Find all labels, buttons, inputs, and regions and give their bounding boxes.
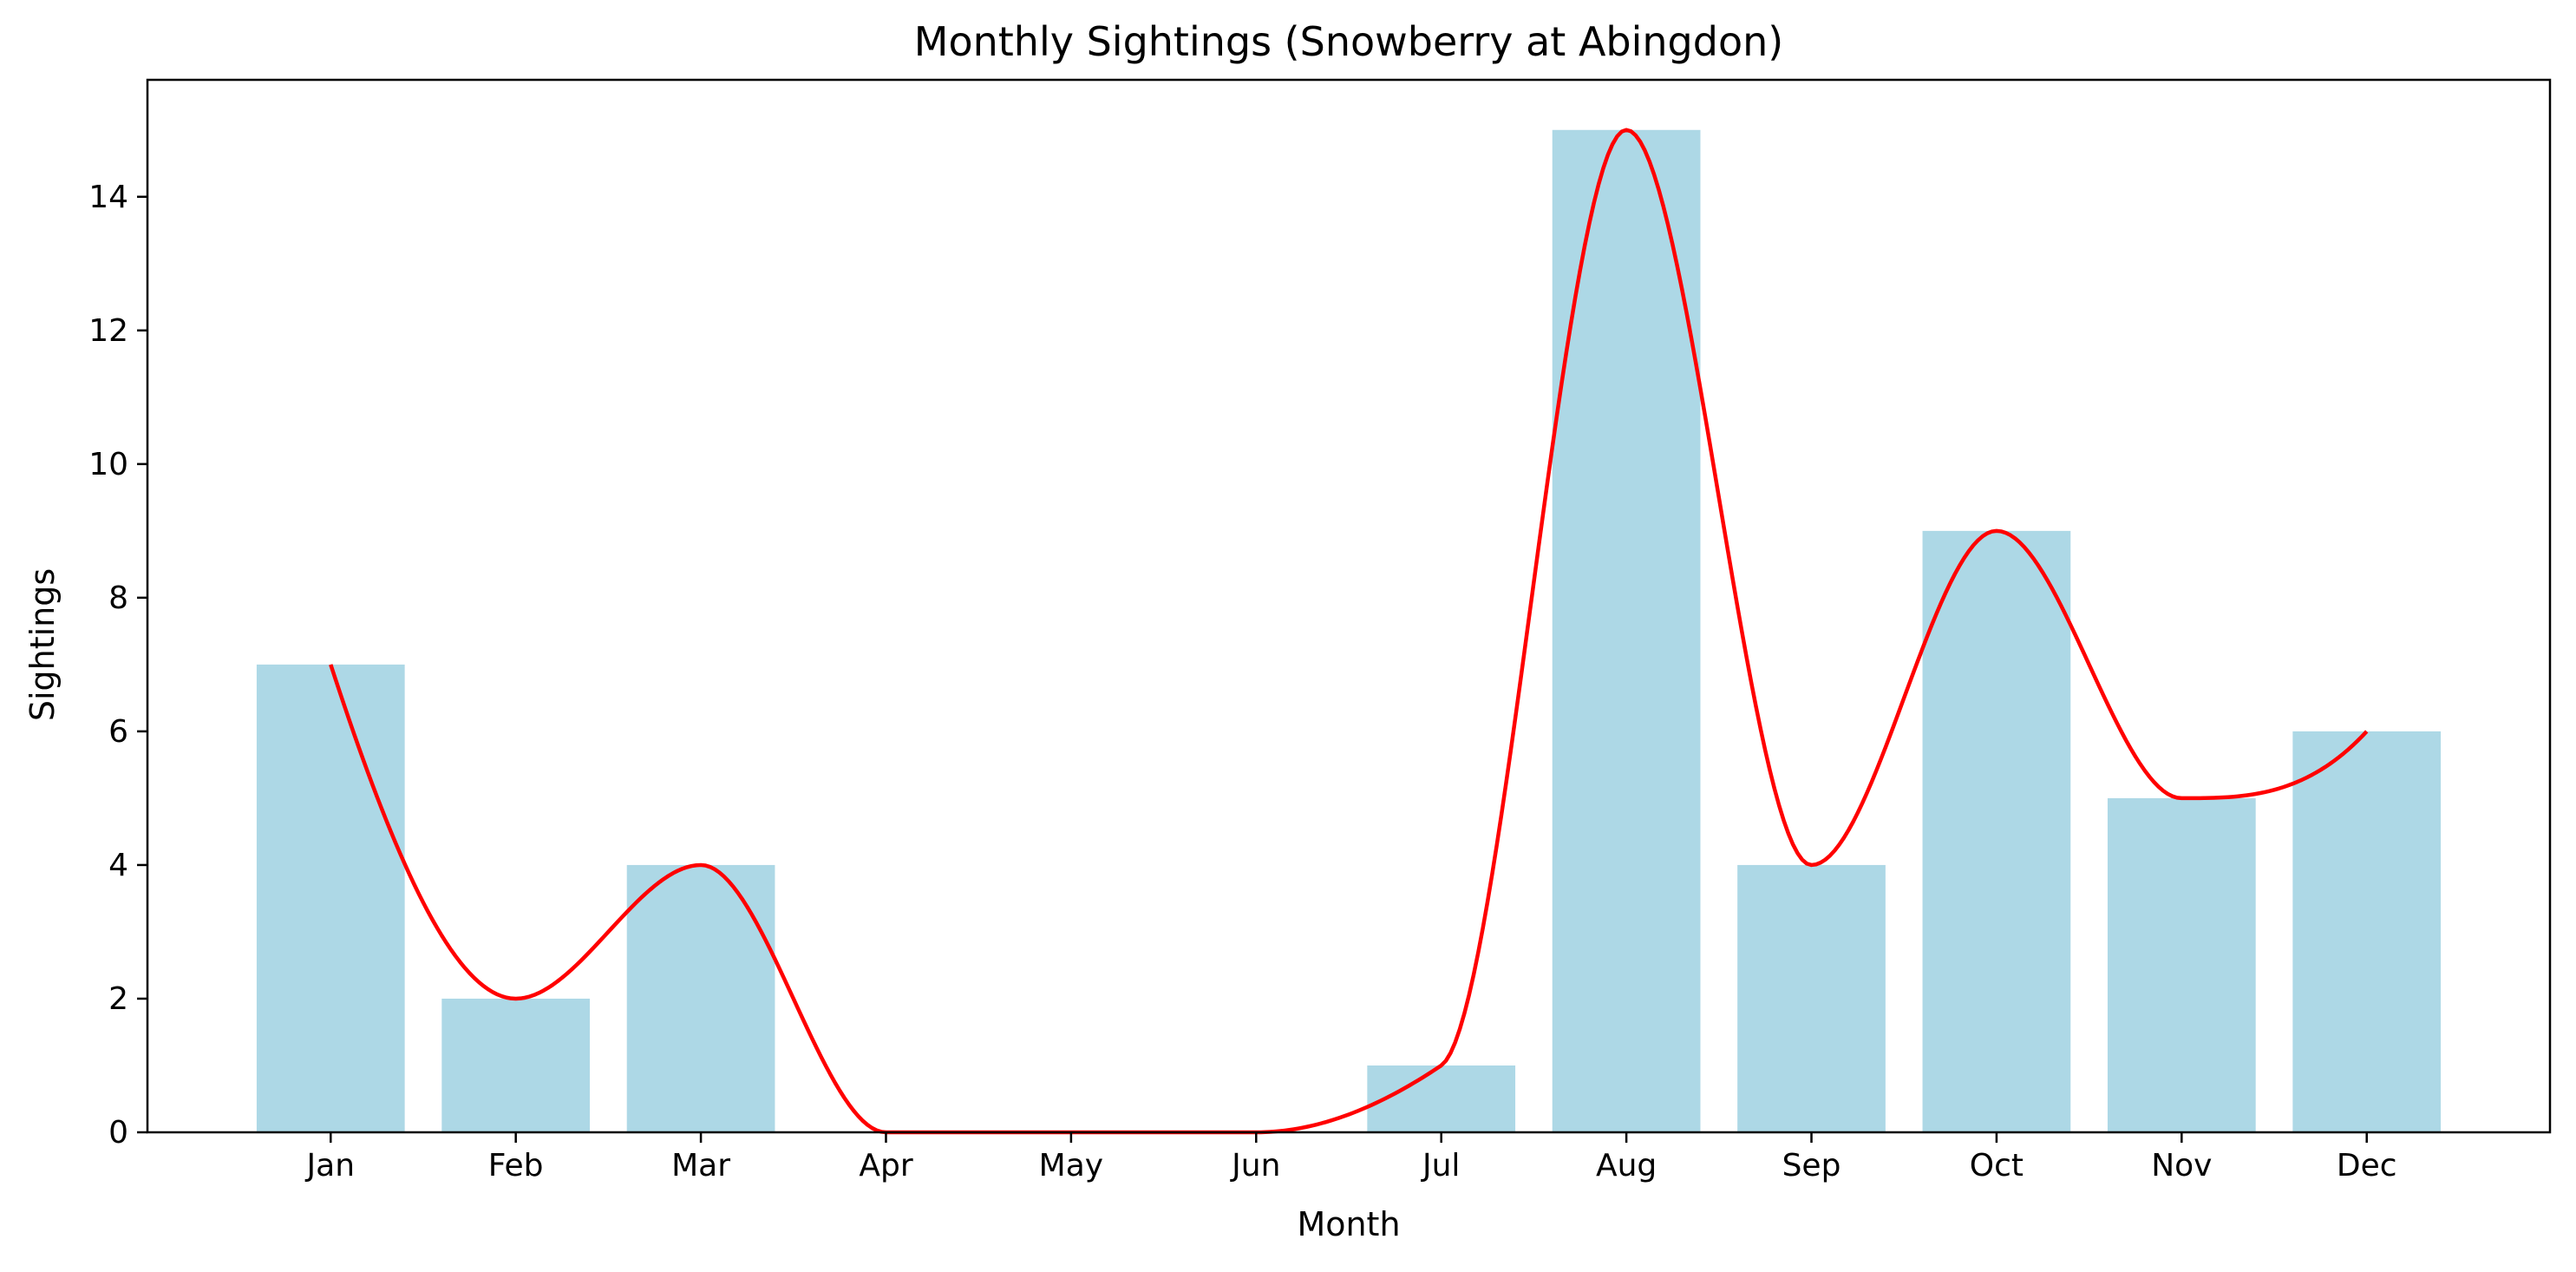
x-tick-label: Feb [488,1148,544,1183]
y-axis: 0 2 4 6 8 10 12 14 [88,180,147,1151]
bar-dec [2292,731,2442,1132]
y-tick-label: 2 [108,981,128,1017]
x-tick-label: Oct [1970,1148,2024,1183]
y-tick-label: 10 [88,447,128,482]
x-tick-label: Jul [1421,1148,1460,1183]
bar-oct [1922,530,2071,1132]
x-tick-label: Nov [2151,1148,2212,1183]
trend-line-layer [329,128,2369,1135]
x-tick-label: Aug [1596,1148,1657,1183]
x-tick-label: Apr [859,1148,912,1183]
bar-mar [626,864,775,1132]
bar-sep [1737,864,1886,1132]
x-axis: Jan Feb Mar Apr May Jun Jul Aug Sep Oct Nov Dec [305,1132,2397,1183]
x-axis-label: Month [1297,1205,1400,1243]
x-tick-label: Jan [305,1148,356,1183]
bar-jan [256,664,405,1132]
y-tick-label: 8 [108,580,128,616]
bar-feb [441,998,591,1132]
y-tick-label: 12 [88,313,128,349]
y-tick-label: 14 [88,180,128,215]
x-tick-label: Mar [671,1148,730,1183]
y-tick-label: 4 [108,848,128,883]
chart-title: Monthly Sightings (Snowberry at Abingdon… [914,18,1783,65]
bar-nov [2107,797,2256,1132]
trend-line [329,128,2369,1135]
y-tick-label: 0 [108,1115,128,1151]
y-tick-label: 6 [108,714,128,750]
x-tick-label: Jun [1230,1148,1280,1183]
x-tick-label: Sep [1782,1148,1841,1183]
x-tick-label: Dec [2337,1148,2397,1183]
y-axis-label: Sightings [23,568,62,721]
x-tick-label: May [1039,1148,1103,1183]
bars-layer [256,129,2442,1132]
plot-frame [146,78,2552,1134]
bar-jul [1367,1065,1516,1132]
